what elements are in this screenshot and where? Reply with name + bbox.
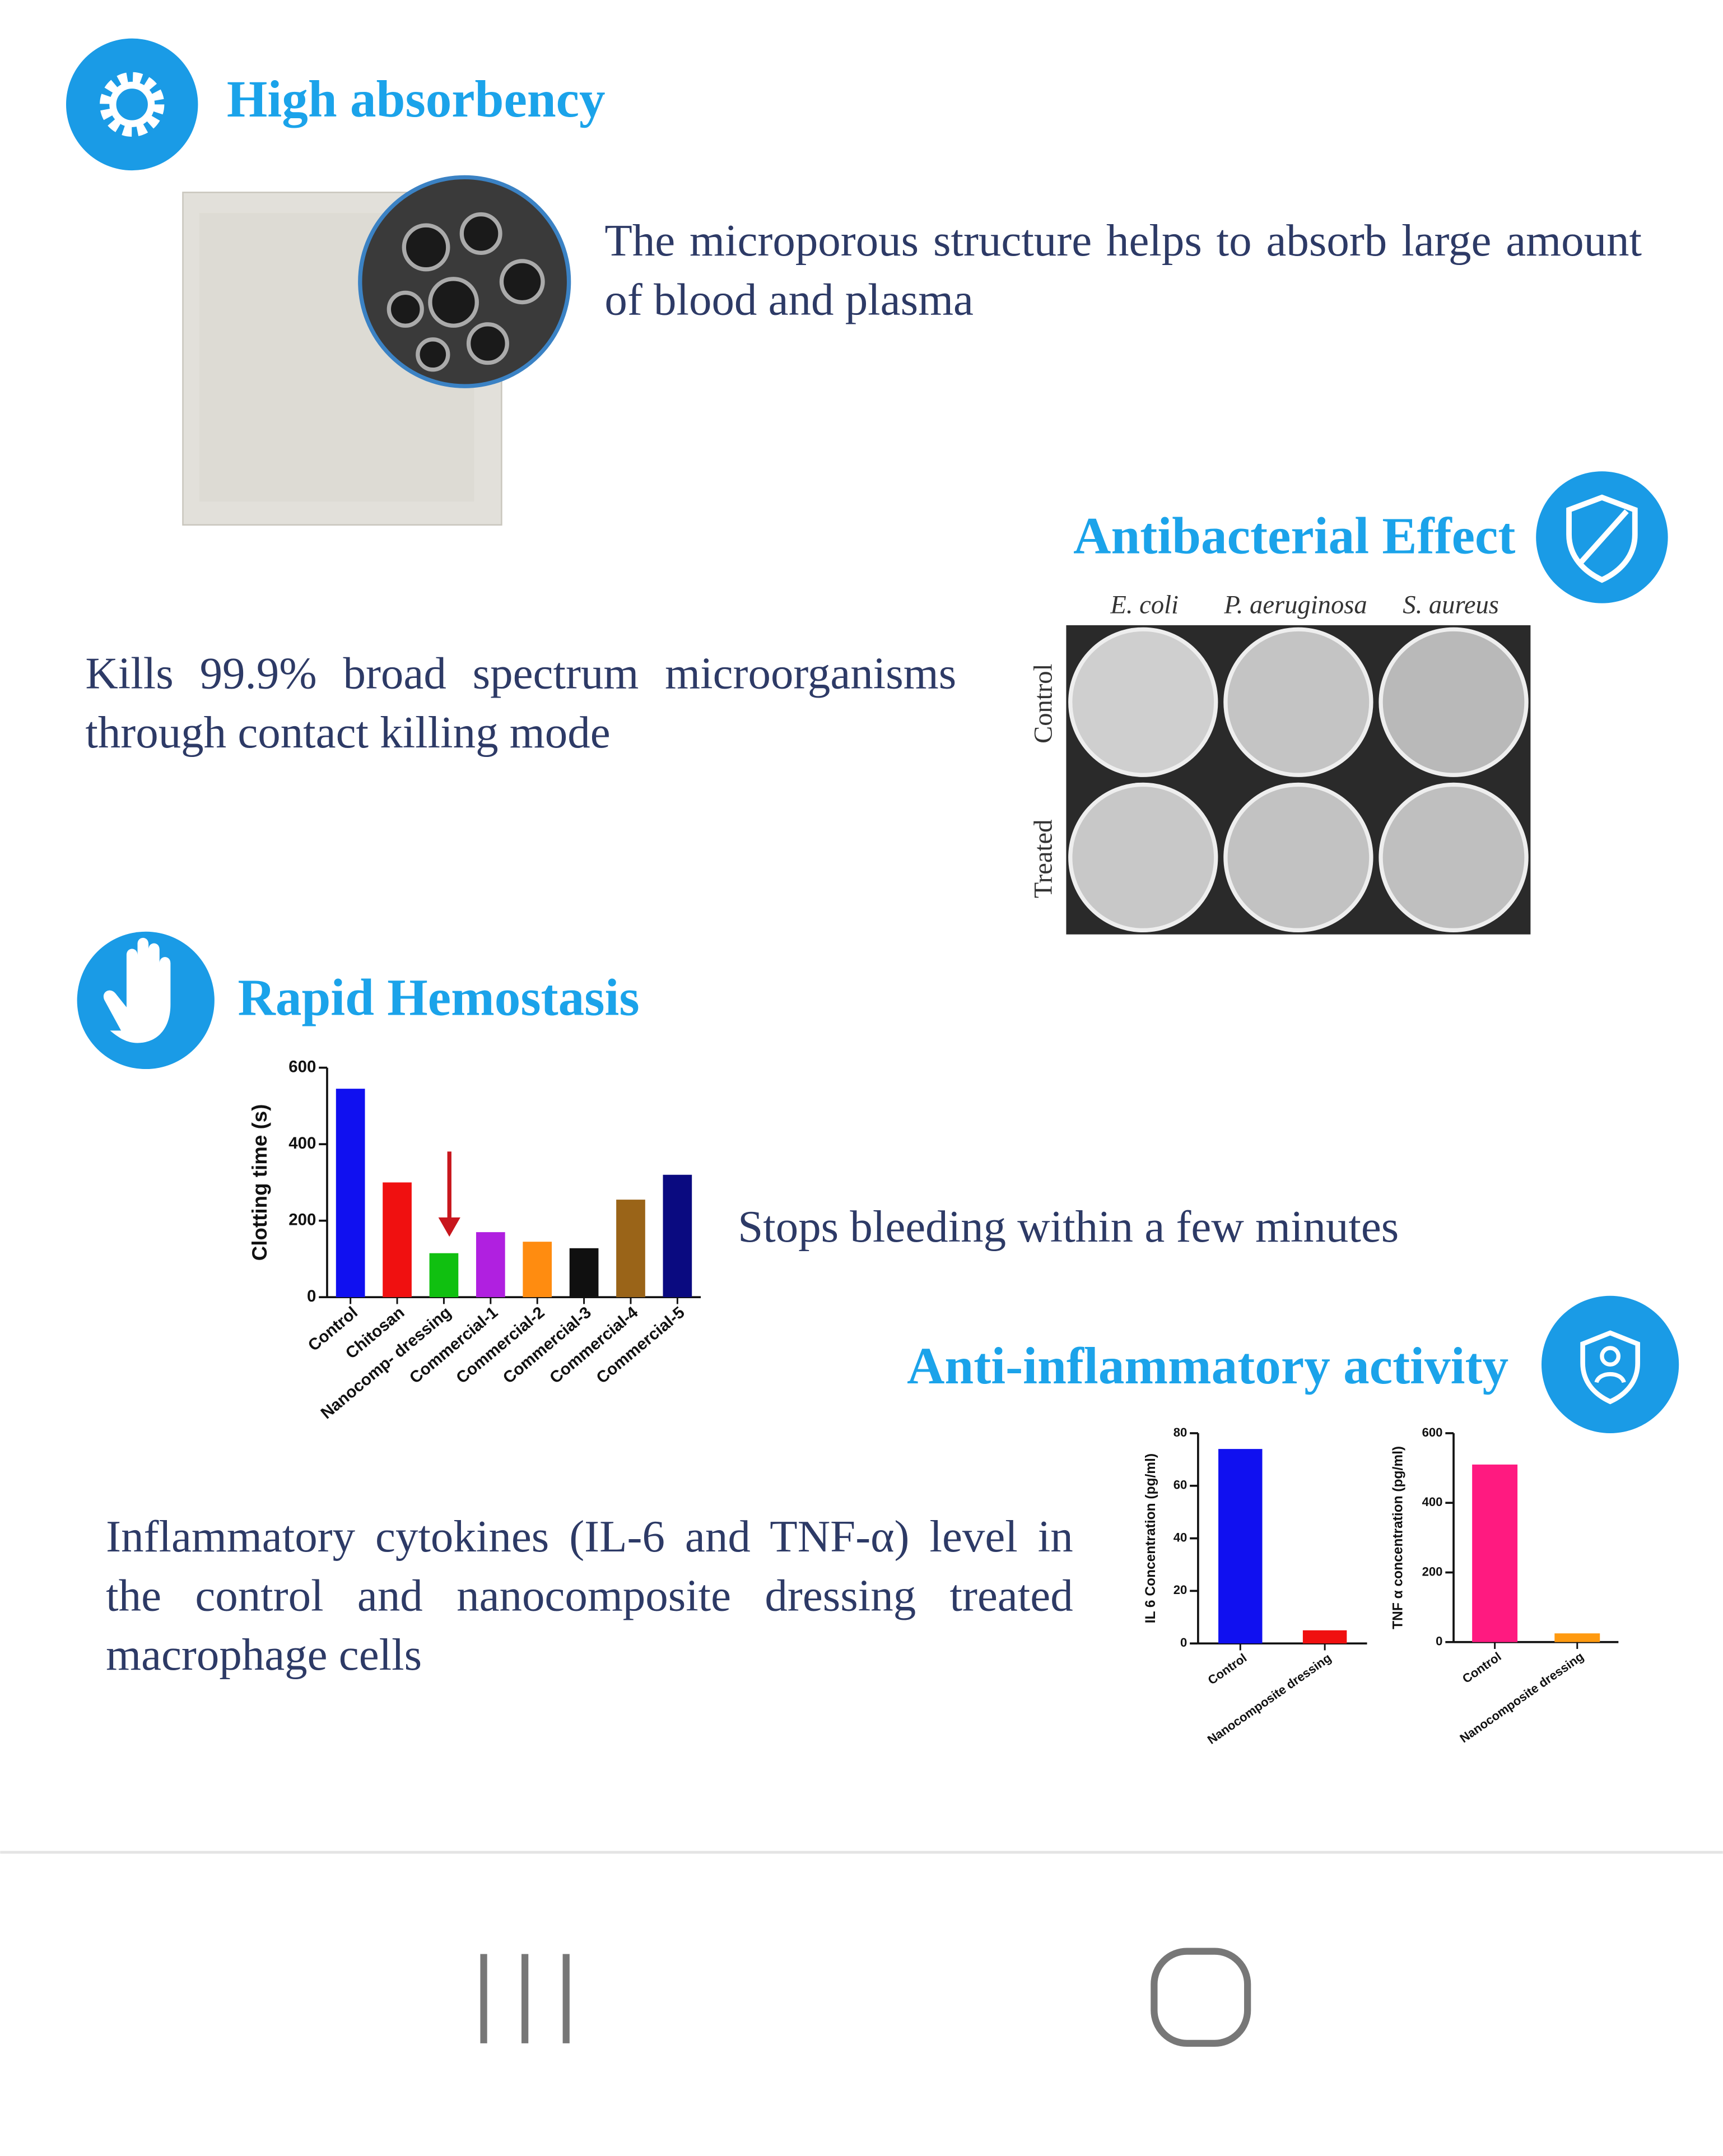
bar xyxy=(569,1248,599,1298)
section-title: Antibacterial Effect xyxy=(1073,508,1515,565)
home-button[interactable] xyxy=(1151,1948,1251,2047)
section-title: Anti-inflammatory activity xyxy=(907,1337,1508,1395)
y-tick-label: 600 xyxy=(1422,1425,1443,1439)
y-tick-label: 600 xyxy=(288,1057,316,1076)
y-tick-label: 0 xyxy=(1180,1635,1187,1649)
section-text: Inflammatory cytokines (IL-6 and TNF-α) … xyxy=(106,1513,1073,1681)
y-tick-label: 80 xyxy=(1173,1425,1188,1439)
y-axis-label: Clotting time (s) xyxy=(248,1104,271,1261)
y-tick-label: 200 xyxy=(1422,1564,1443,1578)
bar xyxy=(383,1182,412,1298)
y-tick-label: 40 xyxy=(1173,1530,1188,1544)
y-tick-label: 20 xyxy=(1173,1583,1188,1597)
section-text: Kills 99.9% broad spectrum microorganism… xyxy=(85,650,957,759)
y-tick-label: 0 xyxy=(1436,1634,1442,1648)
y-tick-label: 200 xyxy=(288,1210,316,1229)
text-box: Kills 99.9% broad spectrum microorganism… xyxy=(85,650,957,759)
y-tick-label: 400 xyxy=(1422,1495,1443,1509)
hand-icon xyxy=(77,931,215,1070)
section-text: Stops bleeding within a few minutes xyxy=(738,1201,1399,1252)
dressing-image xyxy=(182,175,571,526)
y-axis-label: TNF α concentration (pg/ml) xyxy=(1390,1446,1405,1629)
y-tick-label: 0 xyxy=(307,1287,316,1305)
section-text: The microporous structure helps to absor… xyxy=(604,217,1642,326)
text-box: The microporous structure helps to absor… xyxy=(604,217,1642,326)
bar xyxy=(429,1253,459,1298)
bar xyxy=(523,1242,552,1298)
plate-row: Control xyxy=(1028,663,1058,743)
arrow xyxy=(438,1151,460,1237)
bar xyxy=(1302,1630,1347,1644)
section-title: Rapid Hemostasis xyxy=(238,969,640,1027)
bar xyxy=(1472,1464,1518,1642)
gear-icon xyxy=(66,38,198,171)
section-title: High absorbency xyxy=(227,71,606,128)
bar xyxy=(616,1200,645,1298)
shield-icon xyxy=(1536,471,1668,603)
y-tick-label: 400 xyxy=(288,1134,316,1153)
plate-row: Treated xyxy=(1028,820,1058,899)
bar xyxy=(336,1089,365,1298)
person-icon xyxy=(1541,1295,1679,1433)
bar xyxy=(476,1232,505,1298)
y-tick-label: 60 xyxy=(1173,1478,1188,1492)
bar xyxy=(1218,1449,1263,1644)
bar xyxy=(663,1174,692,1298)
plate-column: P. aeruginosa xyxy=(1223,591,1367,620)
bar xyxy=(1554,1633,1600,1642)
plate-grid xyxy=(1066,625,1531,935)
y-axis-label: IL 6 Concentration (pg/ml) xyxy=(1143,1453,1158,1623)
plate-column: S. aureus xyxy=(1403,591,1499,620)
text-box: Inflammatory cytokines (IL-6 and TNF-α) … xyxy=(106,1513,1073,1681)
recent-apps-button[interactable] xyxy=(480,1954,570,2043)
plate-column: E. coli xyxy=(1110,591,1179,620)
